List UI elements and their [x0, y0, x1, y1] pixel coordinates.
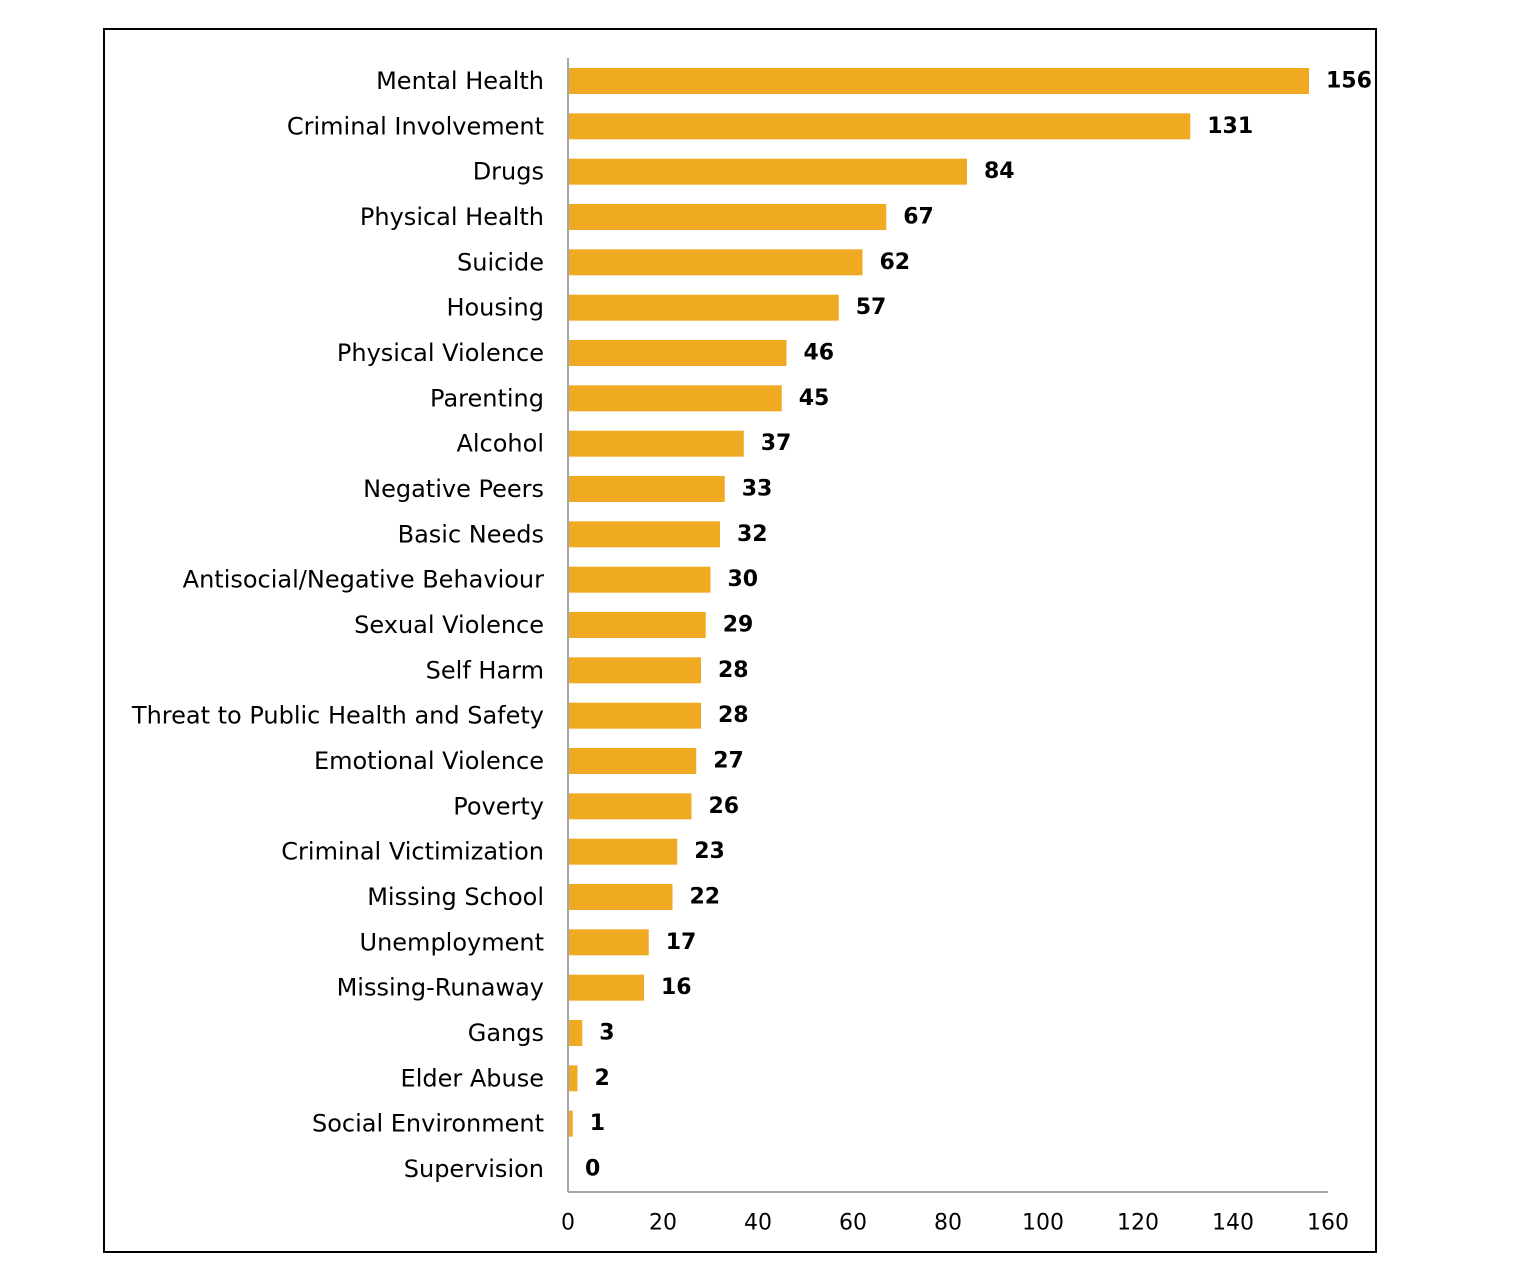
- category-label: Missing-Runaway: [337, 974, 544, 1002]
- bar: [568, 838, 678, 865]
- x-tick-label: 100: [1022, 1211, 1064, 1236]
- value-labels-layer: 1561318467625746453733323029282827262322…: [585, 69, 1372, 1182]
- bar: [568, 385, 782, 412]
- bar: [568, 113, 1191, 140]
- category-label: Criminal Involvement: [287, 112, 544, 140]
- value-label: 62: [880, 250, 911, 275]
- bar: [568, 204, 887, 230]
- category-label: Emotional Violence: [314, 747, 544, 775]
- category-label: Supervision: [404, 1155, 544, 1183]
- category-label: Negative Peers: [363, 475, 544, 503]
- bar: [568, 340, 787, 366]
- category-label: Suicide: [457, 248, 544, 276]
- category-label: Basic Needs: [398, 520, 544, 548]
- bar: [568, 657, 701, 684]
- value-label: 22: [690, 885, 721, 910]
- category-label: Unemployment: [360, 928, 544, 956]
- value-label: 28: [718, 658, 749, 683]
- x-tick-label: 20: [649, 1211, 677, 1236]
- category-label: Elder Abuse: [401, 1064, 544, 1092]
- bar: [568, 249, 863, 276]
- value-label: 45: [799, 386, 830, 411]
- bar: [568, 68, 1309, 94]
- value-label: 29: [723, 613, 754, 638]
- value-label: 33: [742, 477, 773, 502]
- x-tick-label: 120: [1117, 1211, 1159, 1236]
- bar: [568, 476, 725, 502]
- bar: [568, 793, 692, 820]
- x-tick-label: 60: [839, 1211, 867, 1236]
- value-label: 30: [728, 567, 759, 592]
- category-label: Alcohol: [456, 430, 544, 458]
- category-label: Housing: [446, 294, 544, 322]
- value-label: 1: [590, 1111, 605, 1136]
- bar: [568, 521, 720, 548]
- category-label: Drugs: [473, 158, 544, 186]
- category-label: Physical Health: [360, 203, 544, 231]
- value-label: 46: [804, 341, 835, 366]
- chart-frame: [103, 28, 1377, 1253]
- axes-layer: [567, 58, 1328, 1193]
- value-label: 28: [718, 703, 749, 728]
- value-label: 156: [1326, 69, 1372, 94]
- bars-layer: [568, 68, 1309, 1137]
- value-label: 84: [984, 159, 1015, 184]
- x-tick-label: 40: [744, 1211, 772, 1236]
- bar: [568, 158, 967, 185]
- category-labels-layer: Mental Health Criminal Involvement Drugs Ph…: [131, 67, 544, 1183]
- category-label: Poverty: [453, 792, 544, 820]
- category-label: Antisocial/Negative Behaviour: [183, 566, 544, 594]
- bar: [568, 702, 701, 729]
- bar: [568, 566, 711, 593]
- value-label: 131: [1207, 114, 1253, 139]
- value-label: 17: [666, 930, 697, 955]
- x-tick-label: 160: [1307, 1211, 1349, 1236]
- x-tick-label: 0: [561, 1211, 575, 1236]
- bar: [568, 430, 744, 457]
- value-label: 16: [661, 975, 692, 1000]
- value-label: 37: [761, 431, 792, 456]
- bar: [568, 1020, 583, 1046]
- bar: [568, 294, 839, 321]
- category-label: Social Environment: [312, 1110, 544, 1138]
- bar: [568, 1110, 573, 1137]
- value-label: 26: [709, 794, 740, 819]
- x-tick-label: 80: [934, 1211, 962, 1236]
- bar: [568, 612, 706, 638]
- category-label: Self Harm: [426, 656, 544, 684]
- category-label: Criminal Victimization: [281, 838, 544, 866]
- bar: [568, 929, 649, 956]
- category-label: Gangs: [468, 1019, 544, 1047]
- bar: [568, 1065, 578, 1092]
- value-label: 0: [585, 1157, 600, 1182]
- bar: [568, 974, 644, 1001]
- x-tick-labels-layer: 0 20 40 60 80 100 120 140 160: [561, 1211, 1349, 1236]
- category-label: Parenting: [430, 384, 544, 412]
- category-label: Missing School: [367, 883, 544, 911]
- value-label: 23: [694, 839, 725, 864]
- category-label: Mental Health: [376, 67, 544, 95]
- value-label: 67: [903, 205, 934, 230]
- value-label: 27: [713, 749, 744, 774]
- bar: [568, 748, 697, 774]
- x-tick-label: 140: [1212, 1211, 1254, 1236]
- category-label: Sexual Violence: [354, 611, 544, 639]
- bar: [568, 884, 673, 910]
- value-label: 3: [599, 1021, 614, 1046]
- value-label: 32: [737, 522, 768, 547]
- category-label: Physical Violence: [337, 339, 544, 367]
- value-label: 2: [595, 1066, 610, 1091]
- value-label: 57: [856, 295, 887, 320]
- category-label: Threat to Public Health and Safety: [131, 702, 544, 730]
